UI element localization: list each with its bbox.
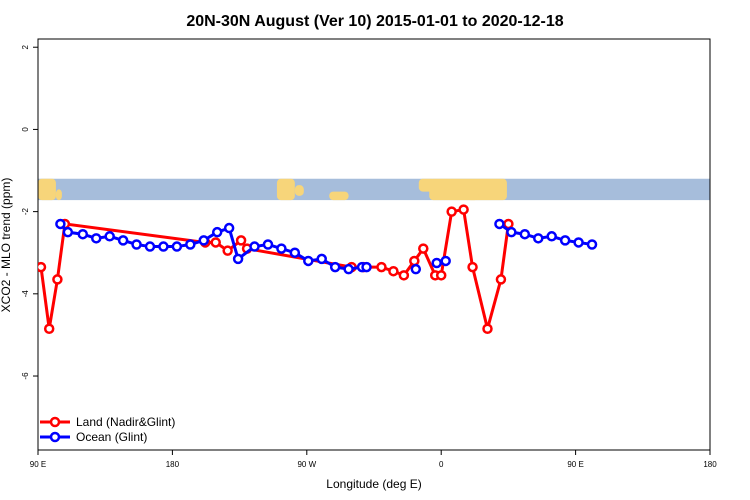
data-point-ocean [586,239,598,250]
data-point-ocean [55,218,66,230]
data-point-land [409,255,420,267]
map-land [329,191,349,201]
data-point-land [458,204,469,215]
data-point-ocean [211,226,223,238]
x-tick-label: 180 [703,460,717,469]
data-point-land [210,237,221,248]
data-point-ocean [440,255,451,267]
map-ocean [38,178,710,201]
data-point-ocean [77,228,89,240]
data-point-land [495,274,507,285]
y-tick-label: -4 [21,290,30,298]
x-tick-label: 180 [166,460,180,469]
map-land [38,178,56,201]
data-point-ocean [316,253,327,265]
data-point-ocean [90,233,102,244]
data-point-ocean [198,235,210,246]
data-point-land [482,323,493,335]
data-point-ocean [223,222,235,234]
data-point-land [398,270,410,281]
plot-border [37,38,711,451]
y-tick-label: -2 [21,208,30,216]
y-axis-label: XCO2 - MLO trend (ppm) [0,178,13,313]
data-point-ocean [171,241,183,252]
x-tick-label: 90 E [30,460,46,469]
data-point-ocean [533,233,544,244]
map-land [429,178,507,201]
data-point-ocean [62,226,74,238]
data-point-land [446,206,457,217]
data-point-ocean [131,239,142,250]
legend-marker-land [49,416,61,428]
data-point-ocean [276,243,287,254]
data-point-ocean [410,263,422,275]
data-point-ocean [494,218,505,230]
map-land [466,189,479,201]
data-point-land [418,243,429,254]
data-point-ocean [329,261,341,273]
legend: Land (Nadir&Glint) Ocean (Glint) [40,415,175,444]
legend-label-ocean: Ocean (Glint) [76,430,147,444]
data-point-ocean [185,239,196,250]
x-tick-label: 90 E [567,460,583,469]
data-point-ocean [546,231,557,242]
data-point-ocean [117,235,129,246]
data-point-ocean [303,255,314,267]
map-land [294,185,304,196]
data-point-land [52,274,63,285]
data-point-ocean [249,241,260,252]
legend-label-land: Land (Nadir&Glint) [76,415,175,429]
y-axis: 2 0 -2 -4 -6 [21,44,38,380]
data-point-land [435,270,447,281]
x-axis: 90 E 180 90 W 0 90 E 180 [30,450,717,469]
data-point-ocean [343,263,354,275]
x-axis-label: Longitude (deg E) [326,477,421,491]
map-land [55,189,62,201]
chart-title: 20N-30N August (Ver 10) 2015-01-01 to 20… [186,13,563,30]
data-point-ocean [506,226,517,238]
map-land [418,178,436,192]
data-point-ocean [104,231,115,242]
world-map-strip [38,178,710,201]
data-point-land [388,265,399,277]
data-point-land [222,245,233,256]
data-point-ocean [158,241,169,252]
data-point-land [467,261,478,273]
series-line-land [39,207,510,330]
data-point-ocean [573,237,584,248]
y-tick-label: 0 [21,127,30,132]
data-point-ocean [262,239,274,250]
legend-marker-ocean [49,431,61,443]
series-layer [38,204,598,335]
data-point-land [235,235,247,246]
data-point-ocean [519,228,531,240]
map-land [276,178,295,201]
data-point-ocean [232,253,244,265]
data-point-ocean [289,247,301,258]
data-point-ocean [431,257,442,269]
data-point-ocean [144,241,156,252]
data-point-land [376,261,387,273]
y-tick-label: 2 [21,44,30,49]
data-point-land [43,323,55,335]
data-point-land [38,261,47,273]
x-tick-label: 0 [439,460,444,469]
y-tick-label: -6 [21,372,30,380]
data-point-ocean [361,261,372,273]
data-point-ocean [559,235,571,246]
x-tick-label: 90 W [297,460,316,469]
